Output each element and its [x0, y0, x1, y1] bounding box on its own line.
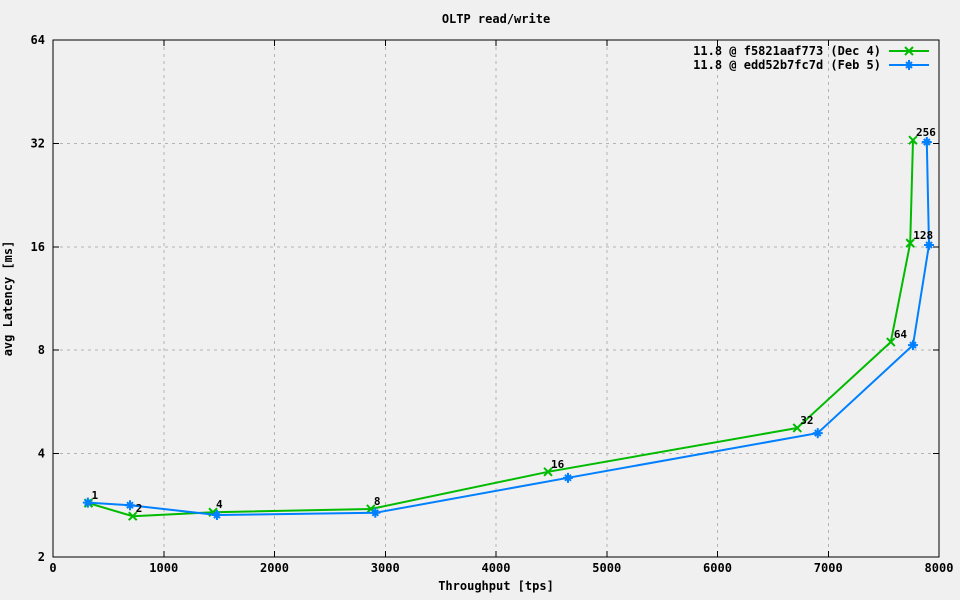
x-tick-label: 3000 [371, 561, 400, 575]
asterisk-marker [370, 507, 381, 518]
tick-marks [52, 39, 940, 558]
cross-marker [908, 135, 918, 145]
y-tick-label: 32 [31, 136, 45, 150]
cross-marker [543, 467, 553, 477]
point-label: 1 [91, 489, 98, 502]
x-tick-label: 8000 [925, 561, 954, 575]
tick-labels: 0 1000 2000 3000 4000 5000 6000 7000 8000 2 4 8 16 32… [31, 33, 954, 575]
y-tick-label: 16 [31, 240, 45, 254]
y-tick-label: 64 [31, 33, 45, 47]
series-0 [83, 135, 918, 521]
point-label: 256 [916, 126, 936, 139]
point-label: 64 [894, 328, 908, 341]
legend-sample [889, 46, 929, 56]
cross-marker [128, 511, 138, 521]
x-tick-label: 6000 [703, 561, 732, 575]
legend-label: 11.8 @ edd52b7fc7d (Feb 5) [693, 58, 881, 72]
asterisk-marker [924, 239, 935, 250]
cross-marker [904, 46, 914, 56]
y-axis-label: avg Latency [ms] [1, 241, 15, 357]
y-tick-label: 2 [38, 550, 45, 564]
asterisk-marker [82, 497, 93, 508]
point-label: 16 [551, 458, 565, 471]
series-line [88, 140, 914, 518]
point-label: 128 [913, 229, 933, 242]
series-line [87, 141, 931, 517]
cross-marker [886, 337, 896, 347]
x-tick-label: 5000 [592, 561, 621, 575]
point-label: 32 [800, 414, 813, 427]
asterisk-marker [921, 137, 932, 148]
legend: 11.8 @ f5821aaf773 (Dec 4)11.8 @ edd52b7… [693, 44, 929, 72]
asterisk-marker [907, 340, 918, 351]
y-tick-label: 8 [38, 343, 45, 357]
x-tick-label: 4000 [482, 561, 511, 575]
gridlines [53, 40, 939, 557]
asterisk-marker [812, 428, 823, 439]
x-tick-label: 1000 [149, 561, 178, 575]
point-label: 8 [374, 495, 381, 508]
point-label: 2 [136, 502, 143, 515]
point-label: 4 [216, 498, 223, 511]
series-1 [82, 137, 935, 521]
asterisk-marker [211, 510, 222, 521]
x-tick-label: 2000 [260, 561, 289, 575]
cross-marker [792, 423, 802, 433]
x-axis-label: Throughput [tps] [438, 579, 554, 593]
x-tick-label: 0 [49, 561, 56, 575]
legend-sample [889, 60, 929, 70]
asterisk-marker [562, 472, 573, 483]
y-tick-label: 4 [38, 447, 45, 461]
asterisk-marker [904, 60, 914, 70]
chart-title: OLTP read/write [442, 12, 550, 26]
asterisk-marker [124, 500, 135, 511]
point-labels: 1 2 4 8 16 32 64 128 256 [91, 126, 936, 515]
legend-label: 11.8 @ f5821aaf773 (Dec 4) [693, 44, 881, 58]
cross-marker [905, 238, 915, 248]
x-tick-label: 7000 [814, 561, 843, 575]
